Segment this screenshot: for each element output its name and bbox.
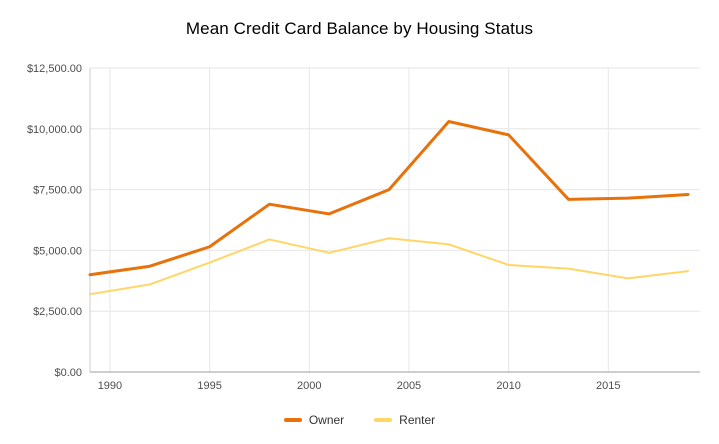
x-tick-label: 1995 [197,380,221,392]
series-line-renter [89,237,690,296]
chart-title: Mean Credit Card Balance by Housing Stat… [185,19,534,38]
x-tick-label: 2010 [496,380,520,392]
x-tick-label: 2000 [297,380,321,392]
y-tick-label: $2,500.00 [33,306,82,318]
legend-label-owner: Owner [308,413,345,427]
y-tick-label: $12,500.00 [27,63,82,75]
x-tick-label: 2015 [596,380,620,392]
series-line-owner [88,120,690,277]
owner-series-swatch [283,418,302,422]
y-tick-label: $0.00 [54,367,82,379]
chart-legend: Owner Renter [0,413,719,427]
legend-item-owner: Owner [283,413,345,427]
y-tick-label: $7,500.00 [33,185,82,197]
renter-series-swatch [374,418,393,422]
legend-label-renter: Renter [399,413,436,427]
x-tick-label: 2005 [397,380,421,392]
legend-item-renter: Renter [374,413,435,427]
x-tick-label: 1990 [98,380,122,392]
y-tick-label: $5,000.00 [33,245,82,257]
y-tick-label: $10,000.00 [27,124,82,136]
